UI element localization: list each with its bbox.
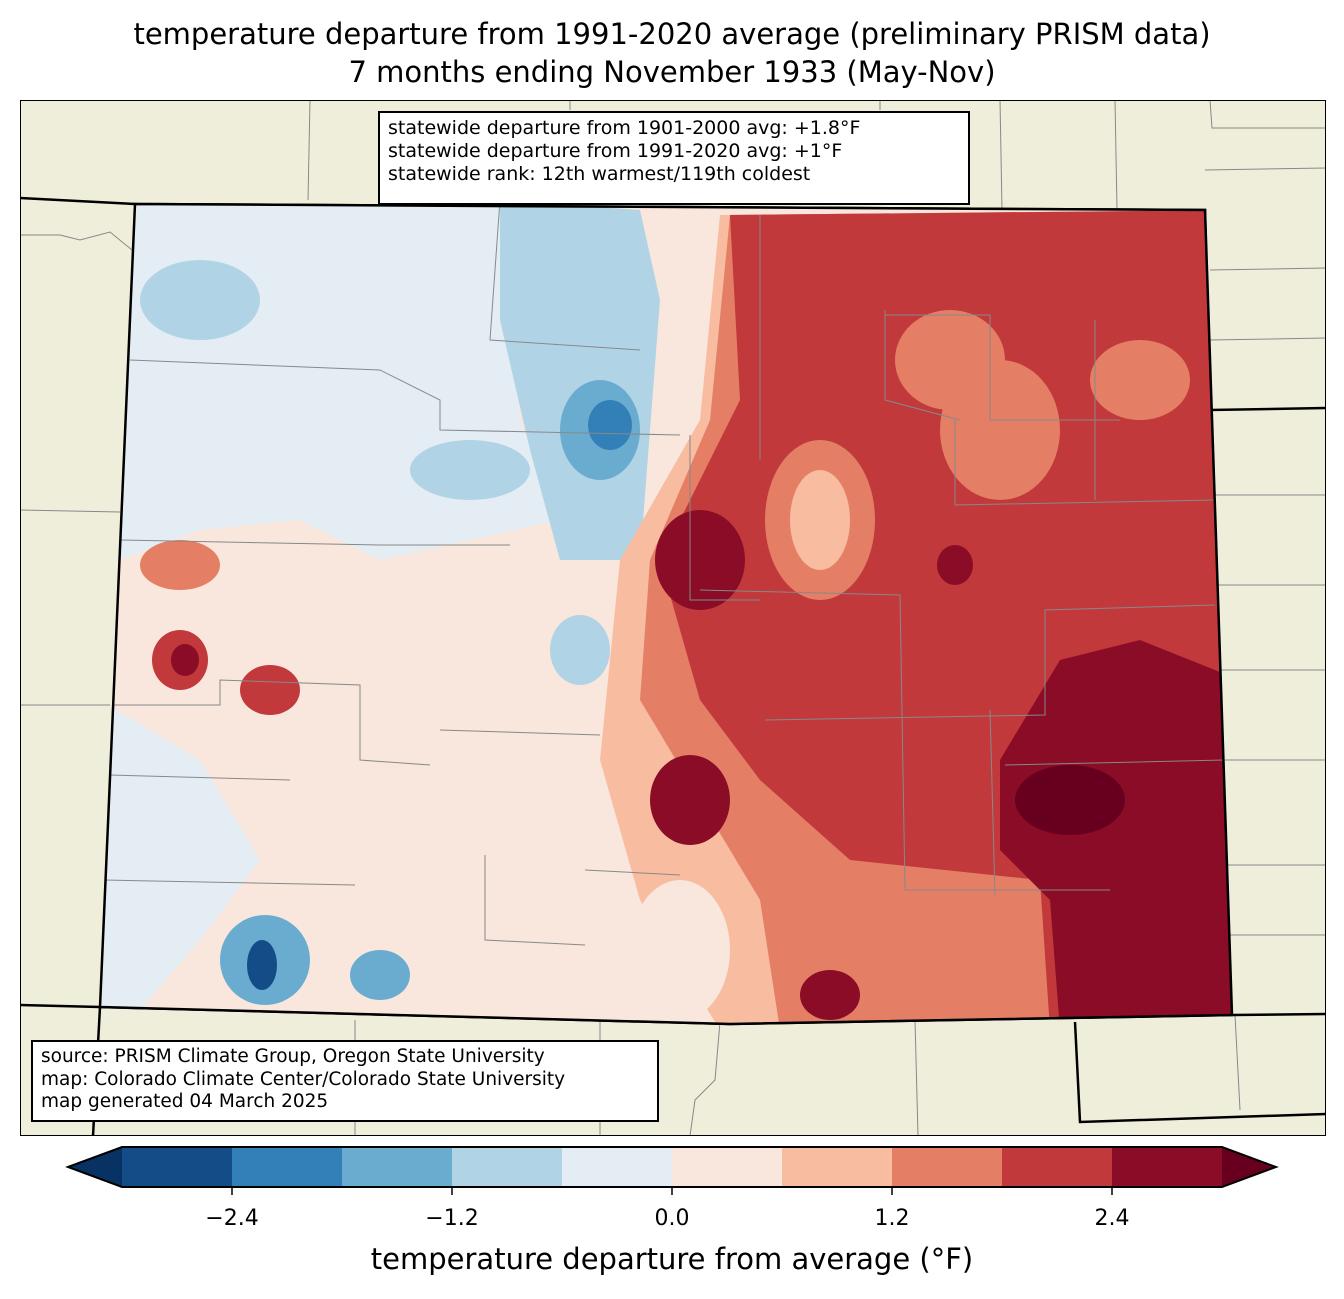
colorbar-bin [1112,1147,1223,1187]
colorado-outline [98,202,1234,1026]
colorbar-bin [232,1147,343,1187]
colorbar-tick-label: −2.4 [205,1206,259,1231]
statewide-info-box: statewide departure from 1901-2000 avg: … [378,111,970,205]
departure-1901-2000: statewide departure from 1901-2000 avg: … [388,117,861,139]
neighbor-county-lines [20,100,1326,1136]
colorbar-bin [892,1147,1003,1187]
generated-date-line: map generated 04 March 2025 [41,1091,329,1112]
source-box: source: PRISM Climate Group, Oregon Stat… [31,1040,659,1122]
county-lines [104,204,1226,946]
colorbar-tick-label: 1.2 [874,1206,910,1231]
map-subtitle: 7 months ending November 1933 (May-Nov) [348,55,996,89]
colorbar [65,1146,1279,1195]
colorbar-tick-label: 0.0 [654,1206,690,1231]
colorbar-under-extension [68,1147,122,1187]
statewide-rank: statewide rank: 12th warmest/119th colde… [388,163,811,185]
colorbar-bin [342,1147,453,1187]
departure-1991-2020: statewide departure from 1991-2020 avg: … [388,140,843,162]
colorbar-bin [452,1147,563,1187]
map-title: temperature departure from 1991-2020 ave… [133,17,1211,51]
colorbar-tick-label: −1.2 [425,1206,479,1231]
colorbar-over-extension [1222,1147,1276,1187]
source-line: source: PRISM Climate Group, Oregon Stat… [41,1046,545,1067]
colorbar-bin [782,1147,893,1187]
temperature-departure-map [20,100,1326,1136]
colorbar-bin [122,1147,233,1187]
map-credit-line: map: Colorado Climate Center/Colorado St… [41,1068,566,1090]
colorbar-bin [672,1147,783,1187]
colorbar-bin [562,1147,673,1187]
temperature-contours [100,204,1232,1024]
colorbar-tick-label: 2.4 [1094,1206,1130,1231]
colorbar-label: temperature departure from average (°F) [370,1242,974,1276]
colorbar-outline [65,1146,1279,1188]
colorbar-bin [1002,1147,1113,1187]
